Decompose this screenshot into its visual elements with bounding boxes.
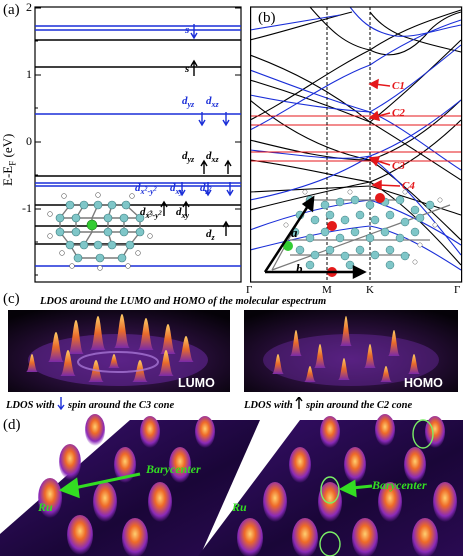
panel-label-c: (c) xyxy=(3,291,20,307)
orbital-dxz-down: dxz xyxy=(206,95,219,110)
homo-label: HOMO xyxy=(404,376,443,390)
barycenter-label-left: Barycenter xyxy=(146,462,201,476)
lattice-vector-b: b xyxy=(296,261,303,276)
barycenter-label-right: Barycenter xyxy=(372,478,427,492)
orbital-dyz-up: dyz xyxy=(182,150,195,165)
lumo-ldos-image xyxy=(8,310,230,392)
panel-a-levels-plot xyxy=(34,6,242,283)
ru-label-left: Ru xyxy=(38,500,53,514)
panel-c-caption: LDOS around the LUMO and HOMO of the mol… xyxy=(40,296,327,307)
y-tick-1: 1 xyxy=(26,67,32,81)
cone-label-c1: C1 xyxy=(392,80,405,92)
k-label-gamma-right: Γ xyxy=(454,284,461,296)
orbital-dz2-down: dz2 xyxy=(200,182,212,197)
y-tick-2: 2 xyxy=(26,0,32,14)
orbital-dxy-up: dxy xyxy=(176,206,190,221)
panel-d-caption-right: LDOS with spin around the C2 cone xyxy=(244,395,412,411)
panel-label-a: (a) xyxy=(3,2,20,18)
panel-label-d: (d) xyxy=(3,417,21,433)
k-label-k: K xyxy=(366,284,374,296)
k-label-m: M xyxy=(322,284,332,296)
orbital-s-down: s xyxy=(185,24,190,36)
y-axis-label: E-EF (eV) xyxy=(0,133,18,186)
molecule-structure xyxy=(47,192,153,271)
orbital-dyz-down: dyz xyxy=(182,95,195,110)
orbital-dxy-down: dxy xyxy=(170,182,184,197)
panel-label-b: (b) xyxy=(258,10,276,26)
y-tick-minus1: -1 xyxy=(22,201,32,215)
lumo-label: LUMO xyxy=(178,376,215,390)
panel-b-bandstructure xyxy=(250,6,463,283)
panel-d-ldos-surfaces xyxy=(0,414,463,556)
homo-ldos-image xyxy=(244,310,458,392)
cone-label-c2: C2 xyxy=(392,107,405,119)
panel-d-caption-left: LDOS with spin around the C3 cone xyxy=(6,397,174,411)
orbital-dx2y2-up: dx2-y2 xyxy=(140,206,162,221)
orbital-dz-up: dz xyxy=(206,228,215,243)
orbital-dxz-up: dxz xyxy=(206,150,219,165)
lattice-inset xyxy=(263,189,451,280)
k-label-gamma-left: Γ xyxy=(246,284,253,296)
y-tick-0: 0 xyxy=(26,134,32,148)
orbital-dx2y2-down: dx2-y2 xyxy=(135,182,157,197)
cone-label-c4: C4 xyxy=(402,180,415,192)
lattice-vector-a: a xyxy=(291,225,298,240)
orbital-s-up: s xyxy=(185,63,190,75)
ru-label-right: Ru xyxy=(232,500,247,514)
cone-label-c3: C3 xyxy=(392,160,405,172)
